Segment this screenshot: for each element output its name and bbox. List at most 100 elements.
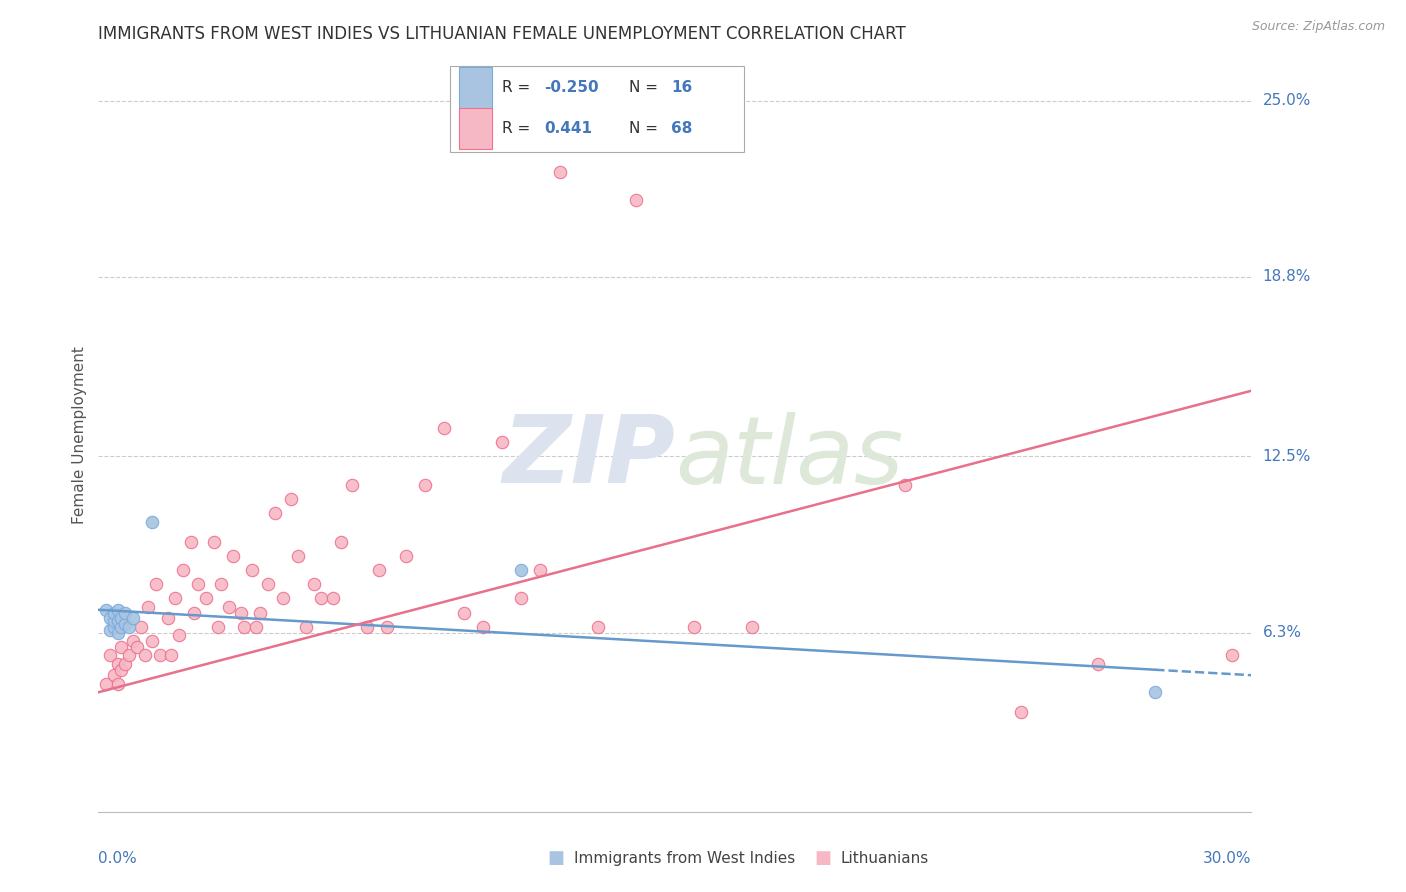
Point [529, 563, 551, 577]
Point [586, 620, 609, 634]
Point [103, 620, 125, 634]
Point [114, 617, 136, 632]
Point [149, 648, 172, 663]
Text: 68: 68 [672, 120, 693, 136]
Text: atlas: atlas [675, 412, 903, 503]
Text: N =: N = [628, 80, 662, 95]
Point [107, 657, 129, 671]
Point [218, 599, 240, 614]
Point [356, 620, 378, 634]
Point [280, 491, 302, 506]
Point [98, 611, 121, 625]
Text: Immigrants from West Indies: Immigrants from West Indies [574, 851, 794, 865]
Point [222, 549, 245, 563]
Point [894, 477, 917, 491]
Point [240, 563, 263, 577]
Text: -0.250: -0.250 [544, 80, 599, 95]
Point [122, 611, 145, 625]
Point [1087, 657, 1109, 671]
Point [110, 620, 132, 634]
Point [98, 648, 121, 663]
Point [413, 477, 436, 491]
Point [141, 634, 163, 648]
Text: 16: 16 [672, 80, 693, 95]
Text: R =: R = [502, 80, 536, 95]
Point [233, 620, 256, 634]
Text: 0.441: 0.441 [544, 120, 592, 136]
Point [114, 657, 136, 671]
Point [172, 563, 194, 577]
Point [165, 591, 187, 606]
Text: 12.5%: 12.5% [1263, 449, 1310, 464]
Point [107, 603, 129, 617]
Point [256, 577, 278, 591]
Point [1144, 685, 1167, 699]
Text: R =: R = [502, 120, 536, 136]
Point [141, 515, 163, 529]
Point [94, 603, 117, 617]
Point [110, 640, 132, 654]
Text: ■: ■ [814, 849, 831, 867]
Point [491, 434, 513, 449]
Point [510, 591, 533, 606]
Point [180, 534, 202, 549]
Point [138, 599, 160, 614]
Point [340, 477, 363, 491]
Point [107, 625, 129, 640]
Text: 25.0%: 25.0% [1263, 93, 1310, 108]
Text: Source: ZipAtlas.com: Source: ZipAtlas.com [1251, 20, 1385, 33]
Point [375, 620, 398, 634]
Point [118, 648, 141, 663]
Point [107, 677, 129, 691]
Point [626, 193, 648, 207]
Point [98, 623, 121, 637]
Point [107, 614, 129, 628]
Text: ZIP: ZIP [502, 411, 675, 503]
Text: 0.0%: 0.0% [98, 851, 138, 865]
Point [395, 549, 418, 563]
Point [329, 534, 352, 549]
Point [683, 620, 706, 634]
Point [145, 577, 167, 591]
Y-axis label: Female Unemployment: Female Unemployment [72, 346, 87, 524]
Point [271, 591, 294, 606]
Point [322, 591, 344, 606]
Text: 30.0%: 30.0% [1204, 851, 1251, 865]
Point [103, 614, 125, 628]
Point [160, 648, 183, 663]
Point [187, 577, 209, 591]
Point [302, 577, 325, 591]
Point [167, 628, 190, 642]
Text: N =: N = [628, 120, 662, 136]
Point [471, 620, 494, 634]
Point [122, 634, 145, 648]
Point [453, 606, 475, 620]
Point [433, 421, 456, 435]
Point [1010, 705, 1032, 719]
Point [245, 620, 267, 634]
Point [94, 677, 117, 691]
Point [287, 549, 309, 563]
Point [741, 620, 763, 634]
Bar [460, 67, 492, 109]
Point [183, 606, 205, 620]
Point [207, 620, 229, 634]
Point [103, 668, 125, 682]
Text: Lithuanians: Lithuanians [841, 851, 929, 865]
Point [129, 620, 152, 634]
Point [114, 606, 136, 620]
Text: 6.3%: 6.3% [1263, 625, 1302, 640]
Point [156, 611, 179, 625]
Point [195, 591, 218, 606]
Point [510, 563, 533, 577]
Point [311, 591, 333, 606]
Point [103, 606, 125, 620]
Point [134, 648, 156, 663]
Point [202, 534, 225, 549]
Point [110, 611, 132, 625]
Point [209, 577, 232, 591]
Point [368, 563, 391, 577]
Point [249, 606, 271, 620]
Point [264, 506, 287, 520]
Point [295, 620, 318, 634]
